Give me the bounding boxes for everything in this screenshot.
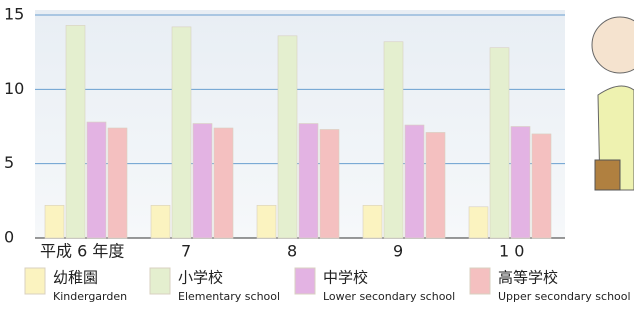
x-tick-label: 8: [287, 242, 297, 261]
y-tick-label: 15: [4, 5, 24, 24]
bar: [172, 27, 191, 238]
bar: [405, 125, 424, 238]
legend-label: 幼稚園: [53, 269, 98, 287]
bar: [363, 205, 382, 238]
bar: [257, 205, 276, 238]
character-illustration: [592, 17, 634, 190]
legend-label: 高等学校: [498, 269, 558, 287]
legend-label-en: Kindergarden: [53, 290, 127, 303]
x-tick-label: 1 0: [499, 242, 524, 261]
bar: [532, 134, 551, 238]
bar: [320, 129, 339, 238]
legend-label-en: Lower secondary school: [323, 290, 455, 303]
bar: [469, 207, 488, 238]
bar: [490, 48, 509, 238]
legend-swatch: [150, 268, 170, 294]
chart: 051015平成 6 年度7891 0幼稚園Kindergarden小学校Ele…: [0, 0, 634, 309]
y-tick-label: 5: [4, 153, 14, 172]
bar: [66, 25, 85, 238]
legend-label: 中学校: [323, 269, 368, 287]
x-tick-label: 9: [393, 242, 403, 261]
bar: [193, 124, 212, 238]
legend-label: 小学校: [178, 269, 223, 287]
bar: [214, 128, 233, 238]
x-tick-label: 平成 6 年度: [40, 242, 124, 261]
bar: [299, 124, 318, 238]
bar: [151, 205, 170, 238]
legend-label-en: Elementary school: [178, 290, 280, 303]
x-tick-label: 7: [181, 242, 191, 261]
bar: [384, 42, 403, 238]
bar: [87, 122, 106, 238]
bar: [108, 128, 127, 238]
bar: [426, 132, 445, 238]
y-tick-label: 0: [4, 228, 14, 247]
bar: [278, 36, 297, 238]
bar: [511, 127, 530, 239]
bar: [45, 205, 64, 238]
legend-swatch: [470, 268, 490, 294]
legend-swatch: [295, 268, 315, 294]
y-tick-label: 10: [4, 79, 24, 98]
legend-swatch: [25, 268, 45, 294]
legend-label-en: Upper secondary school: [498, 290, 631, 303]
